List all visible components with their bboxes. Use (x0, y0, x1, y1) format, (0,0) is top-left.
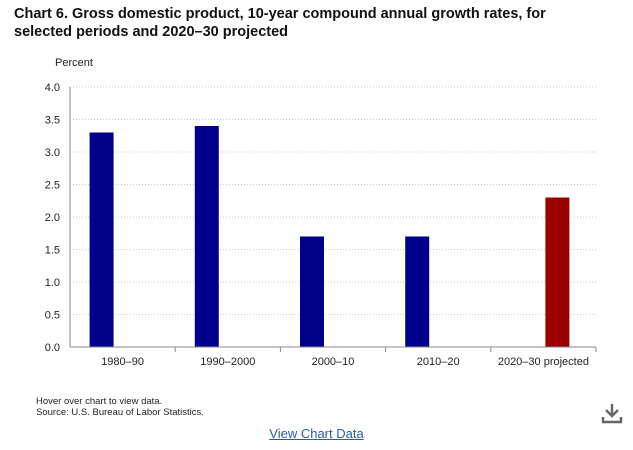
x-tick-label: 1990–2000 (200, 356, 255, 368)
y-tick-label: 1.5 (45, 245, 60, 257)
y-tick-label: 1.0 (45, 277, 60, 289)
chart-title: Chart 6. Gross domestic product, 10-year… (14, 6, 546, 40)
x-tick-label: 1980–90 (101, 356, 144, 368)
x-tick-label: 2020–30 projected (498, 356, 589, 368)
download-icon (601, 404, 623, 424)
y-tick-label: 0.0 (45, 342, 60, 354)
view-chart-data-link[interactable]: View Chart Data (269, 426, 364, 441)
x-tick-label: 2010–20 (417, 356, 460, 368)
y-tick-label: 0.5 (45, 310, 60, 322)
hover-note: Hover over chart to view data. (36, 396, 163, 407)
x-tick-label: 2000–10 (312, 356, 355, 368)
y-tick-label: 2.0 (45, 212, 60, 224)
bar-1[interactable] (89, 132, 114, 348)
y-axis-label: Percent (55, 57, 93, 69)
source-note: Source: U.S. Bureau of Labor Statistics. (36, 407, 204, 418)
y-tick-label: 3.5 (45, 115, 60, 127)
bar-2[interactable] (194, 126, 219, 347)
y-tick-label: 2.5 (45, 180, 60, 192)
chart-footnote: Hover over chart to view data. Source: U… (36, 396, 204, 418)
bar-4[interactable] (405, 236, 430, 348)
bar-3[interactable] (300, 236, 324, 348)
y-tick-label: 4.0 (45, 82, 60, 94)
y-tick-label: 3.0 (45, 147, 60, 159)
bar-5[interactable] (545, 197, 570, 348)
bar-chart[interactable]: Percent 0.0 0.5 1.0 1.5 2.0 2.5 3.0 3.5 4.0 1980–9… (0, 0, 633, 390)
view-chart-data-row: View Chart Data (0, 426, 633, 441)
download-button[interactable] (600, 401, 624, 425)
